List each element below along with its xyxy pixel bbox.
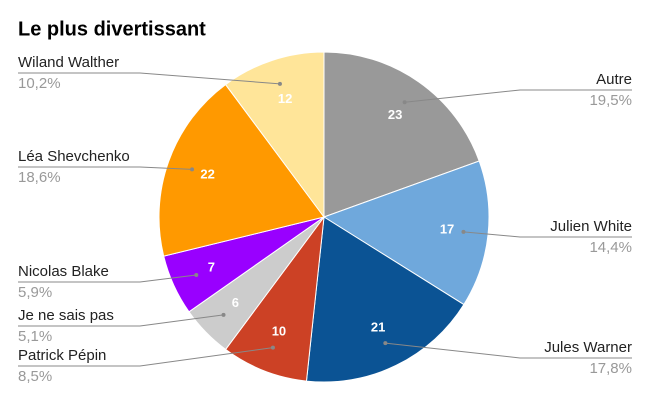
legend-label: Julien White <box>550 218 632 235</box>
leader-line <box>18 274 197 283</box>
pie-slice <box>224 51 325 219</box>
leader-dot <box>461 229 466 234</box>
legend-label: Je ne sais pas <box>18 307 114 324</box>
leader-line <box>18 314 224 327</box>
percent-label: 5,9% <box>18 284 52 301</box>
pie-slice <box>158 83 325 257</box>
pie-slice <box>224 215 325 382</box>
value-label: 7 <box>208 260 215 275</box>
leader-dot <box>190 167 195 172</box>
legend-label: Nicolas Blake <box>18 263 109 280</box>
legend-label: Wiland Walther <box>18 54 119 71</box>
legend-label: Jules Warner <box>544 339 632 356</box>
percent-label: 5,1% <box>18 328 52 345</box>
pie-slice <box>305 216 465 383</box>
leader-dot <box>194 272 199 277</box>
leader-dot <box>221 312 226 317</box>
percent-label: 10,2% <box>18 75 61 92</box>
leader-line <box>404 89 632 103</box>
leader-line <box>18 166 193 170</box>
value-label: 22 <box>200 166 214 181</box>
value-label: 17 <box>440 222 454 237</box>
leader-line <box>463 231 632 238</box>
percent-label: 17,8% <box>589 360 632 377</box>
leader-dot <box>277 81 282 86</box>
leader-dot <box>402 100 407 105</box>
legend-label: Léa Shevchenko <box>18 148 130 165</box>
leader-line <box>18 347 273 367</box>
percent-label: 18,6% <box>18 169 61 186</box>
leader-dot <box>270 345 275 350</box>
value-label: 23 <box>388 107 402 122</box>
leader-line <box>385 342 632 359</box>
pie-slice <box>323 51 480 218</box>
legend-label: Autre <box>596 71 632 88</box>
percent-label: 14,4% <box>589 239 632 256</box>
value-label: 21 <box>371 320 385 335</box>
legend-label: Patrick Pépin <box>18 347 106 364</box>
leader-dot <box>383 341 388 346</box>
percent-label: 8,5% <box>18 368 52 385</box>
value-label: 12 <box>278 91 292 106</box>
leader-line <box>18 72 280 85</box>
value-label: 10 <box>272 324 286 339</box>
chart-title: Le plus divertissant <box>18 18 206 40</box>
percent-label: 19,5% <box>589 92 632 109</box>
value-label: 6 <box>232 295 239 310</box>
